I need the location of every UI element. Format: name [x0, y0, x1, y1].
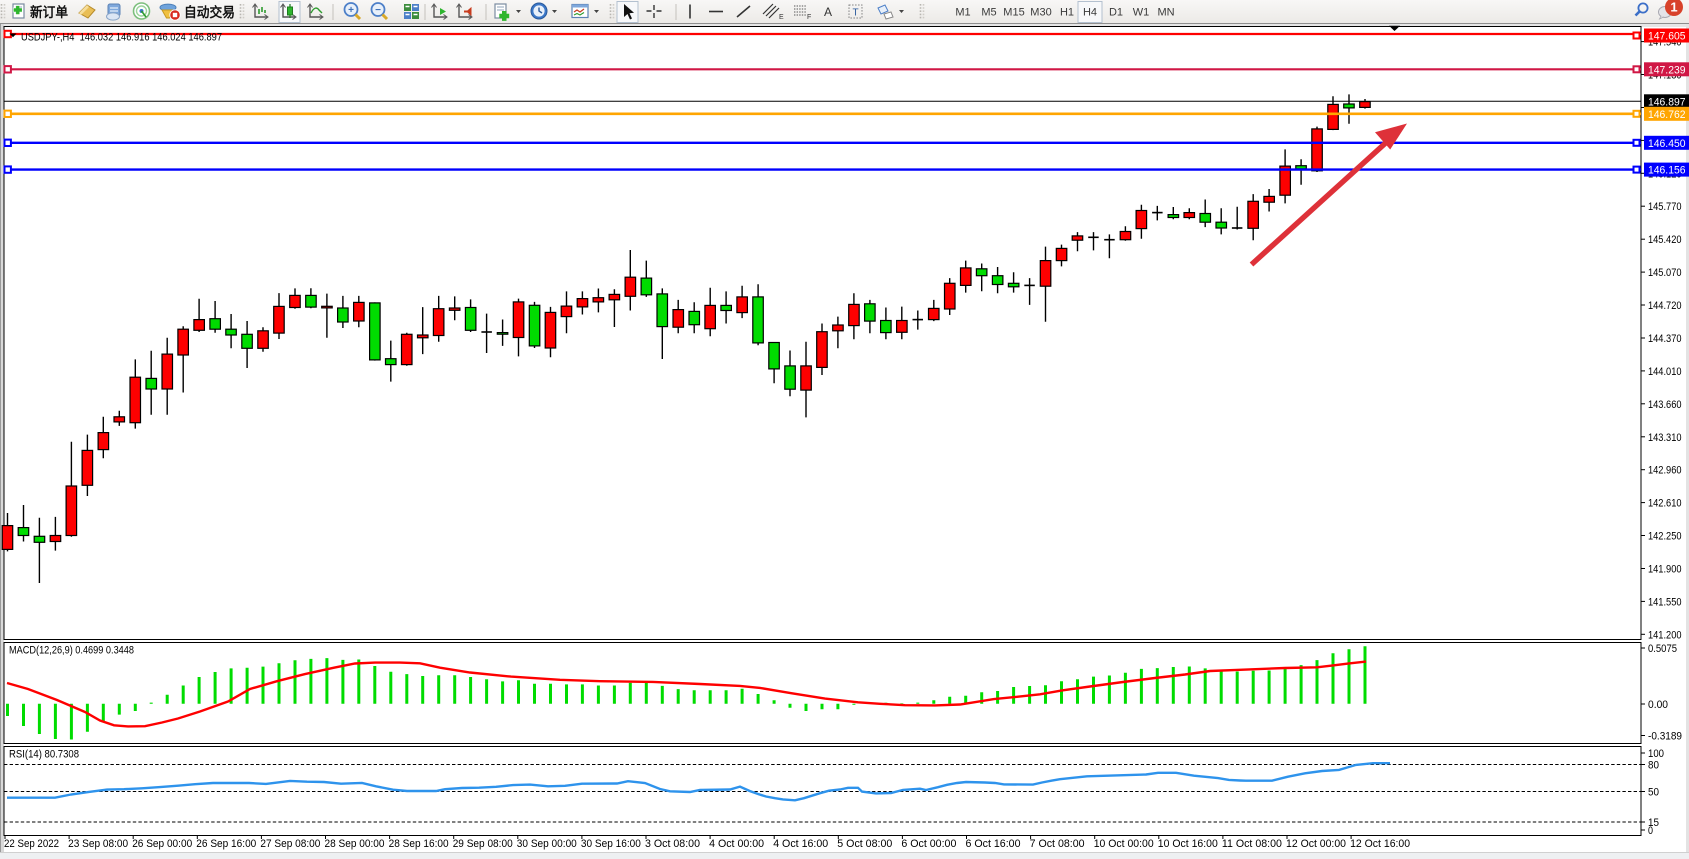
svg-text:0.5075: 0.5075 — [1648, 643, 1677, 655]
svg-text:144.720: 144.720 — [1648, 300, 1682, 312]
svg-text:23 Sep 08:00: 23 Sep 08:00 — [68, 838, 128, 850]
svg-text:28 Sep 16:00: 28 Sep 16:00 — [389, 838, 449, 850]
svg-text:147.239: 147.239 — [1648, 64, 1686, 76]
svg-text:142.250: 142.250 — [1648, 531, 1682, 543]
svg-text:1: 1 — [1670, 0, 1677, 15]
svg-text:M30: M30 — [1030, 7, 1051, 19]
svg-text:4 Oct 00:00: 4 Oct 00:00 — [709, 838, 764, 850]
svg-text:-0.3189: -0.3189 — [1648, 731, 1682, 743]
svg-text:11 Oct 08:00: 11 Oct 08:00 — [1222, 838, 1282, 850]
svg-text:3 Oct 08:00: 3 Oct 08:00 — [645, 838, 700, 850]
svg-text:H1: H1 — [1060, 7, 1074, 19]
svg-text:143.660: 143.660 — [1648, 399, 1682, 411]
svg-text:145.420: 145.420 — [1648, 234, 1682, 246]
svg-text:144.370: 144.370 — [1648, 333, 1682, 345]
svg-text:141.900: 141.900 — [1648, 564, 1682, 576]
svg-text:6 Oct 16:00: 6 Oct 16:00 — [966, 838, 1021, 850]
svg-text:MN: MN — [1157, 7, 1174, 19]
svg-text:0.00: 0.00 — [1648, 699, 1668, 711]
svg-text:H4: H4 — [1083, 7, 1097, 19]
svg-text:146.762: 146.762 — [1648, 109, 1686, 121]
svg-text:−: − — [375, 5, 381, 16]
svg-text:M1: M1 — [955, 7, 970, 19]
svg-text:F: F — [807, 14, 811, 21]
svg-text:10 Oct 16:00: 10 Oct 16:00 — [1158, 838, 1218, 850]
svg-text:MACD(12,26,9) 0.4699 0.3448: MACD(12,26,9) 0.4699 0.3448 — [9, 645, 134, 657]
svg-text:147.605: 147.605 — [1648, 31, 1686, 43]
svg-text:146.450: 146.450 — [1648, 138, 1686, 150]
svg-text:4 Oct 16:00: 4 Oct 16:00 — [773, 838, 828, 850]
svg-text:145.770: 145.770 — [1648, 201, 1682, 213]
svg-text:26 Sep 00:00: 26 Sep 00:00 — [132, 838, 192, 850]
svg-text:M5: M5 — [981, 7, 996, 19]
svg-text:12 Oct 16:00: 12 Oct 16:00 — [1350, 838, 1410, 850]
svg-text:0: 0 — [1648, 825, 1653, 837]
svg-text:RSI(14) 80.7308: RSI(14) 80.7308 — [9, 749, 79, 761]
svg-text:29 Sep 08:00: 29 Sep 08:00 — [453, 838, 513, 850]
svg-text:142.610: 142.610 — [1648, 498, 1682, 510]
svg-text:22 Sep 2022: 22 Sep 2022 — [4, 838, 59, 850]
svg-text:27 Sep 08:00: 27 Sep 08:00 — [260, 838, 320, 850]
svg-text:26 Sep 16:00: 26 Sep 16:00 — [196, 838, 256, 850]
svg-text:E: E — [779, 14, 784, 21]
svg-text:M15: M15 — [1003, 7, 1024, 19]
svg-text:W1: W1 — [1133, 7, 1150, 19]
svg-text:12 Oct 00:00: 12 Oct 00:00 — [1286, 838, 1346, 850]
svg-text:自动交易: 自动交易 — [184, 4, 235, 20]
svg-text:USDJPY-,H4 146.032 146.916 14: USDJPY-,H4 146.032 146.916 146.024 146.8… — [21, 31, 222, 43]
svg-text:D1: D1 — [1109, 7, 1123, 19]
svg-text:142.960: 142.960 — [1648, 465, 1682, 477]
svg-text:141.550: 141.550 — [1648, 596, 1682, 608]
svg-text:146.156: 146.156 — [1648, 165, 1686, 177]
svg-text:+: + — [348, 5, 354, 16]
svg-text:144.010: 144.010 — [1648, 366, 1682, 378]
svg-text:7 Oct 08:00: 7 Oct 08:00 — [1030, 838, 1085, 850]
svg-text:A: A — [824, 5, 832, 19]
svg-text:新订单: 新订单 — [30, 4, 68, 20]
svg-text:143.310: 143.310 — [1648, 432, 1682, 444]
svg-text:30 Sep 16:00: 30 Sep 16:00 — [581, 838, 641, 850]
svg-text:15: 15 — [1648, 817, 1659, 829]
svg-text:10 Oct 00:00: 10 Oct 00:00 — [1094, 838, 1154, 850]
svg-text:6 Oct 00:00: 6 Oct 00:00 — [901, 838, 956, 850]
svg-text:146.897: 146.897 — [1648, 96, 1686, 108]
svg-text:30 Sep 00:00: 30 Sep 00:00 — [517, 838, 577, 850]
svg-text:50: 50 — [1648, 787, 1659, 799]
svg-text:145.070: 145.070 — [1648, 267, 1682, 279]
svg-text:T: T — [852, 8, 858, 19]
svg-text:5 Oct 08:00: 5 Oct 08:00 — [837, 838, 892, 850]
svg-text:100: 100 — [1648, 748, 1664, 760]
svg-text:80: 80 — [1648, 760, 1659, 772]
svg-text:28 Sep 00:00: 28 Sep 00:00 — [325, 838, 385, 850]
svg-text:141.200: 141.200 — [1648, 629, 1682, 641]
